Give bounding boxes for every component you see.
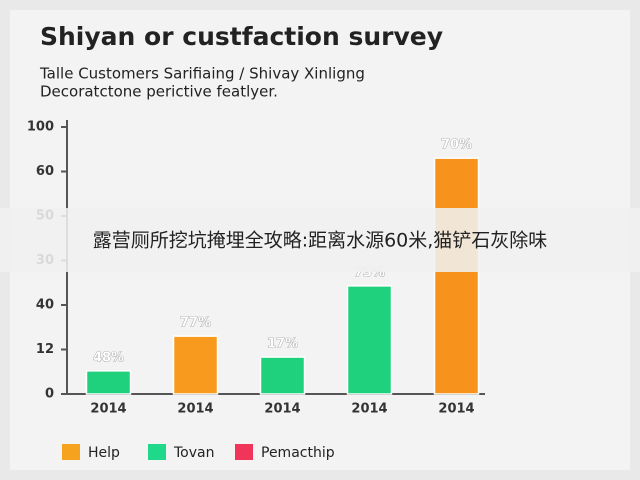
legend-label: Help [88, 445, 120, 461]
bar-label: 77% [180, 316, 211, 331]
x-tick-label: 2014 [177, 402, 213, 417]
overlay-banner-text: 露营厕所挖坑掩埋全攻略:距离水源60米,猫铲石灰除味 [93, 230, 548, 252]
y-tick-label: 40 [36, 298, 54, 313]
y-tick-label: 100 [27, 120, 54, 135]
bar [433, 157, 480, 395]
bar [172, 335, 219, 395]
legend-label: Tovan [173, 445, 214, 461]
y-tick-label: 12 [36, 342, 54, 357]
chart-subtitle: Decoratctone perictive featlyer. [40, 83, 278, 101]
legend-swatch [235, 444, 253, 460]
bar-label: 70% [441, 138, 472, 153]
bar [85, 370, 132, 395]
chart-title: Shiyan or custfaction survey [40, 22, 443, 51]
legend-label: Pemacthip [261, 445, 335, 461]
legend-swatch [62, 444, 80, 460]
x-tick-label: 2014 [438, 402, 474, 417]
x-tick-label: 2014 [90, 402, 126, 417]
y-tick-label: 0 [45, 387, 54, 402]
chart-subtitle: Talle Customers Sarifiaing / Shivay Xinl… [39, 65, 365, 83]
y-tick-label: 60 [36, 164, 54, 179]
bar [259, 356, 306, 395]
overlay-banner [0, 208, 640, 272]
bar-label: 48% [93, 350, 124, 365]
legend-swatch [148, 444, 166, 460]
x-tick-label: 2014 [351, 402, 387, 417]
x-tick-label: 2014 [264, 402, 300, 417]
bar-label: 17% [267, 337, 298, 352]
bar [346, 285, 393, 395]
